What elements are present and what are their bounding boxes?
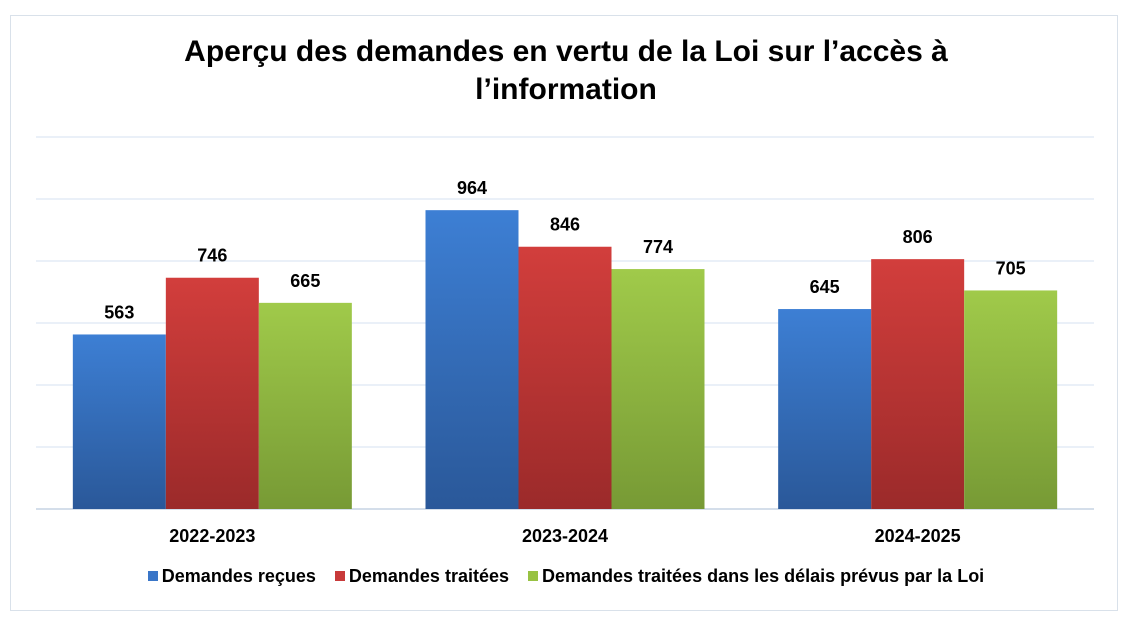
bar-received-2024-2025	[778, 309, 872, 509]
data-label-received-2023-2024: 964	[457, 178, 487, 198]
x-tick-label: 2024-2025	[875, 526, 961, 546]
bar-processed-2024-2025	[871, 259, 965, 509]
legend-label-received: Demandes reçues	[161, 566, 316, 586]
x-tick-label: 2023-2024	[522, 526, 608, 546]
legend-item-received: Demandes reçues	[147, 566, 316, 587]
data-label-processed-2024-2025: 806	[903, 227, 933, 247]
legend-swatch-received	[147, 571, 158, 581]
data-label-on-time-2022-2023: 665	[290, 271, 320, 291]
legend-item-processed: Demandes traitées	[334, 566, 509, 587]
bar-processed-2022-2023	[165, 277, 259, 509]
legend-swatch-processed	[334, 571, 345, 581]
data-label-processed-2023-2024: 846	[550, 215, 580, 235]
bar-processed-2023-2024	[518, 246, 612, 510]
chart-legend: Demandes reçues Demandes traitées Demand…	[0, 566, 1132, 587]
bar-on-time-2023-2024	[611, 269, 705, 509]
legend-label-processed: Demandes traitées	[348, 566, 509, 586]
chart-title: Aperçu des demandes en vertu de la Loi s…	[184, 35, 948, 106]
bar-on-time-2024-2025	[964, 290, 1058, 509]
legend-swatch-on-time	[528, 571, 538, 581]
data-label-received-2024-2025: 645	[810, 277, 840, 297]
data-label-on-time-2023-2024: 774	[643, 237, 673, 257]
bar-received-2022-2023	[72, 334, 166, 509]
legend-label-on-time: Demandes traitées dans les délais prévus…	[542, 566, 985, 586]
bar-received-2023-2024	[425, 210, 519, 509]
data-label-on-time-2024-2025: 705	[996, 258, 1026, 278]
bar-on-time-2022-2023	[258, 302, 352, 509]
legend-item-on-time: Demandes traitées dans les délais prévus…	[528, 566, 984, 587]
x-tick-label: 2022-2023	[169, 526, 255, 546]
data-label-processed-2022-2023: 746	[197, 246, 227, 266]
data-label-received-2022-2023: 563	[104, 302, 134, 322]
